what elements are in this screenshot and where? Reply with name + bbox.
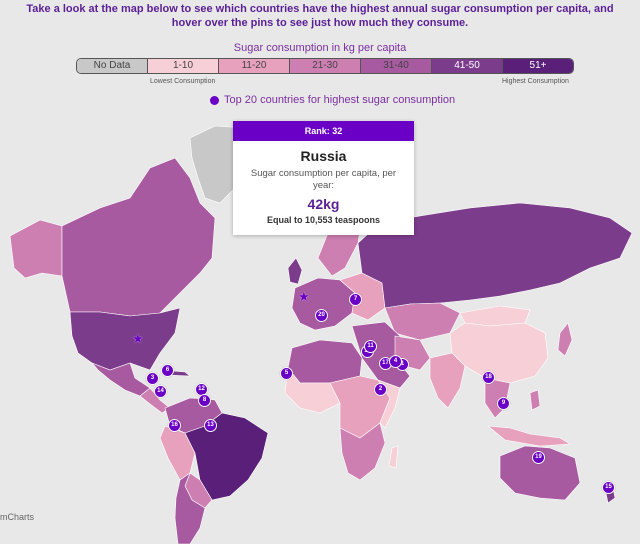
top20-legend: Top 20 countries for highest sugar consu… bbox=[210, 94, 455, 106]
pin-marker[interactable]: 11 bbox=[364, 340, 377, 353]
country-tooltip: Rank: 32 Russia Sugar consumption per ca… bbox=[233, 121, 414, 235]
legend-21-30[interactable]: 21-30 bbox=[290, 59, 361, 73]
united-states bbox=[69, 307, 181, 371]
pin-marker[interactable]: 16 bbox=[168, 419, 181, 432]
pin-marker[interactable]: 15 bbox=[602, 481, 615, 494]
legend-31-40[interactable]: 31-40 bbox=[361, 59, 432, 73]
pin-marker[interactable]: 2 bbox=[374, 383, 387, 396]
pin-marker[interactable]: 9 bbox=[497, 397, 510, 410]
mongolia bbox=[459, 305, 531, 327]
north-africa bbox=[287, 339, 363, 384]
tooltip-rank: Rank: 32 bbox=[233, 121, 414, 141]
tooltip-value: 42kg bbox=[307, 196, 340, 212]
indonesia bbox=[487, 425, 571, 447]
legend-low-label: Lowest Consumption bbox=[150, 78, 216, 85]
brazil bbox=[184, 412, 269, 501]
central-asia bbox=[384, 302, 461, 341]
pin-marker[interactable]: 4 bbox=[389, 355, 402, 368]
canada bbox=[61, 157, 216, 317]
legend-11-20[interactable]: 11-20 bbox=[219, 59, 290, 73]
pin-marker[interactable]: 5 bbox=[280, 367, 293, 380]
star-marker-icon[interactable]: ★ bbox=[132, 331, 144, 346]
western-europe bbox=[291, 277, 356, 331]
mexico bbox=[91, 362, 151, 397]
intro-text: Take a look at the map below to see whic… bbox=[26, 3, 614, 29]
legend-high-label: Highest Consumption bbox=[502, 78, 569, 85]
east-africa bbox=[377, 379, 401, 429]
pin-marker[interactable]: 14 bbox=[154, 385, 167, 398]
pin-marker[interactable]: 18 bbox=[482, 371, 495, 384]
legend-1-10[interactable]: 1-10 bbox=[148, 59, 219, 73]
japan bbox=[557, 322, 573, 357]
pin-marker[interactable]: 3 bbox=[146, 372, 159, 385]
philippines bbox=[529, 389, 541, 411]
legend-51-plus[interactable]: 51+ bbox=[503, 59, 573, 73]
pin-marker[interactable]: 17 bbox=[379, 357, 392, 370]
west-africa bbox=[284, 367, 341, 414]
pin-dot-icon bbox=[210, 95, 219, 105]
uk bbox=[287, 257, 303, 285]
world-map bbox=[9, 125, 633, 544]
china bbox=[449, 322, 549, 384]
madagascar bbox=[388, 445, 399, 469]
legend-no-data[interactable]: No Data bbox=[77, 59, 148, 73]
top20-label: Top 20 countries for highest sugar consu… bbox=[224, 94, 456, 106]
credit-text: mCharts bbox=[0, 512, 35, 522]
star-marker-icon[interactable]: ★ bbox=[298, 289, 310, 304]
pin-marker[interactable]: 6 bbox=[161, 364, 174, 377]
pin-marker[interactable]: 13 bbox=[204, 419, 217, 432]
pin-marker[interactable]: 20 bbox=[315, 309, 328, 322]
legend-bar: No Data 1-10 11-20 21-30 31-40 41-50 51+ bbox=[76, 58, 574, 74]
australia bbox=[499, 445, 581, 501]
argentina bbox=[174, 472, 206, 544]
southern-africa bbox=[339, 422, 386, 481]
tooltip-equivalent: Equal to 10,553 teaspoons bbox=[266, 215, 381, 225]
pin-marker[interactable]: 19 bbox=[532, 451, 545, 464]
india bbox=[429, 352, 466, 409]
pin-marker[interactable]: 7 bbox=[349, 293, 362, 306]
tooltip-description: Sugar consumption per capita, per year: bbox=[250, 168, 397, 191]
alaska bbox=[9, 219, 63, 279]
tooltip-country: Russia bbox=[300, 148, 347, 164]
legend-41-50[interactable]: 41-50 bbox=[432, 59, 503, 73]
pin-marker[interactable]: 8 bbox=[198, 394, 211, 407]
legend-title: Sugar consumption in kg per capita bbox=[233, 42, 407, 54]
